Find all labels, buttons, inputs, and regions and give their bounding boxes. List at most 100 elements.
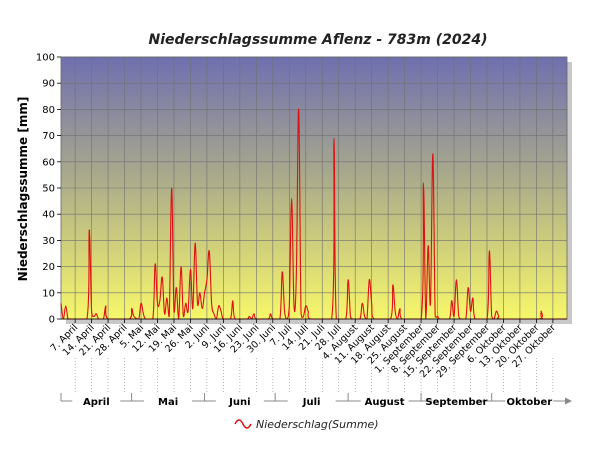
- data-point: [204, 292, 206, 294]
- data-point: [157, 302, 159, 304]
- data-point: [253, 313, 255, 315]
- data-point: [105, 305, 107, 307]
- data-point: [281, 271, 283, 273]
- data-point: [470, 310, 472, 312]
- data-point: [430, 302, 432, 304]
- data-point: [498, 315, 500, 317]
- data-point: [142, 313, 144, 315]
- month-label: Juni: [228, 397, 250, 408]
- month-label-bg: [72, 393, 121, 407]
- month-label: September: [425, 397, 487, 408]
- data-point: [211, 302, 213, 304]
- data-point: [288, 305, 290, 307]
- data-point: [208, 250, 210, 252]
- data-point: [164, 313, 166, 315]
- month-label: Mai: [158, 397, 178, 408]
- data-point: [185, 302, 187, 304]
- month-axis: April Mai Juni Juli August September Oktober: [60, 393, 572, 408]
- y-tick-label: 100: [36, 53, 55, 64]
- data-point: [467, 287, 469, 289]
- month-label: April: [83, 397, 110, 408]
- data-point: [371, 302, 373, 304]
- y-tick-label: 90: [42, 79, 55, 90]
- month-axis-arrow: [565, 397, 572, 405]
- data-point: [171, 187, 173, 189]
- legend-line-icon: [234, 419, 252, 429]
- data-point: [437, 315, 439, 317]
- data-point: [173, 310, 175, 312]
- data-point: [303, 315, 305, 317]
- data-point: [175, 287, 177, 289]
- data-point: [432, 153, 434, 155]
- data-point: [192, 308, 194, 310]
- data-point: [91, 310, 93, 312]
- data-point: [472, 297, 474, 299]
- y-tick-label: 0: [49, 315, 55, 326]
- y-tick-label: 10: [42, 288, 55, 299]
- data-point: [159, 300, 161, 302]
- legend-label: Niederschlag(Summe): [256, 418, 379, 431]
- y-tick-label: 20: [42, 262, 55, 273]
- y-axis: 0 10 20 30 40 50 60 70 80 90 100: [36, 53, 61, 326]
- data-point: [399, 308, 401, 310]
- data-point: [60, 302, 62, 304]
- month-label: August: [365, 397, 405, 408]
- data-point: [161, 276, 163, 278]
- data-point: [293, 305, 295, 307]
- data-point: [295, 274, 297, 276]
- data-point: [187, 310, 189, 312]
- data-point: [65, 305, 67, 307]
- grid: [60, 56, 568, 320]
- month-label: Oktober: [507, 397, 553, 408]
- data-point: [361, 302, 363, 304]
- data-point: [284, 310, 286, 312]
- month-label-bg: [287, 393, 336, 407]
- y-tick-label: 60: [42, 157, 55, 168]
- data-point: [206, 279, 208, 281]
- y-tick-label: 50: [42, 184, 55, 195]
- data-point: [305, 305, 307, 307]
- data-point: [451, 300, 453, 302]
- data-point: [540, 310, 542, 312]
- data-point: [423, 182, 425, 184]
- y-tick-label: 80: [42, 105, 55, 116]
- data-point: [333, 137, 335, 139]
- data-point: [232, 300, 234, 302]
- data-point: [180, 266, 182, 268]
- data-point: [458, 315, 460, 317]
- data-point: [199, 292, 201, 294]
- data-point: [133, 315, 135, 317]
- data-point: [455, 279, 457, 281]
- data-point: [201, 308, 203, 310]
- data-point: [300, 313, 302, 315]
- data-point: [93, 315, 95, 317]
- y-tick-label: 40: [42, 210, 55, 221]
- data-point: [427, 245, 429, 247]
- data-point: [270, 313, 272, 315]
- data-point: [194, 242, 196, 244]
- month-label-bg: [215, 393, 264, 407]
- y-tick-label: 30: [42, 236, 55, 247]
- legend: Niederschlag(Summe): [234, 418, 379, 431]
- data-point: [364, 315, 366, 317]
- data-point: [182, 315, 184, 317]
- data-point: [394, 310, 396, 312]
- data-point: [218, 305, 220, 307]
- data-point: [154, 263, 156, 265]
- month-label-bg: [432, 393, 481, 407]
- month-label: Juli: [302, 397, 321, 408]
- data-point: [488, 250, 490, 252]
- data-point: [368, 279, 370, 281]
- data-point: [190, 268, 192, 270]
- data-point: [213, 313, 215, 315]
- data-point: [291, 198, 293, 200]
- data-point: [491, 315, 493, 317]
- data-point: [95, 313, 97, 315]
- y-axis-label: Niederschlagssumme [mm]: [16, 97, 30, 282]
- month-label-bg: [144, 393, 193, 407]
- y-tick-label: 70: [42, 131, 55, 142]
- data-point: [496, 310, 498, 312]
